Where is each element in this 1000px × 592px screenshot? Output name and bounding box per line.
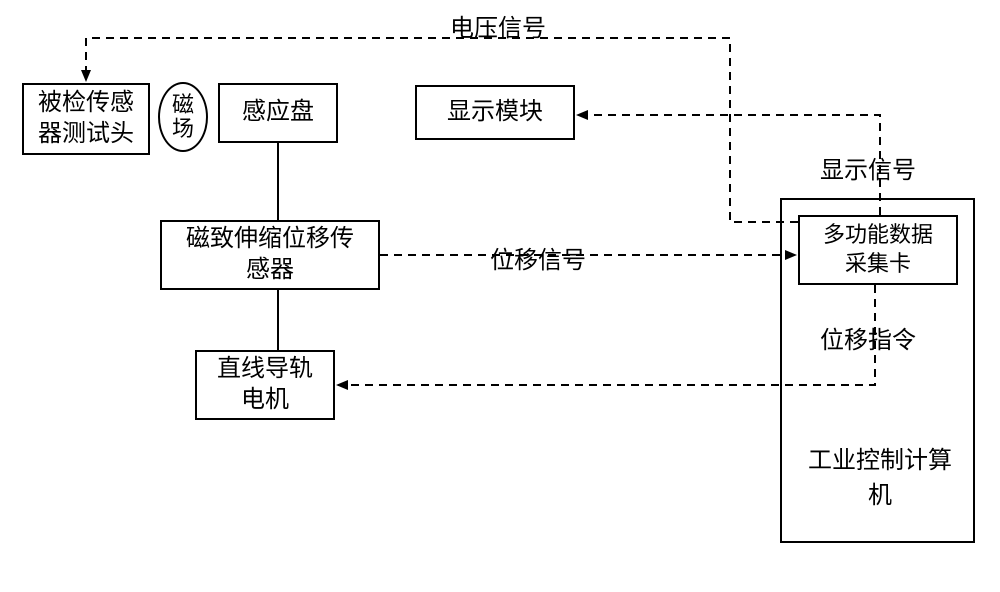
display-module-box: 显示模块 bbox=[415, 85, 575, 140]
sensor-head-text: 被检传感 器测试头 bbox=[38, 88, 134, 150]
ipc-text: 工业控制计算 机 bbox=[800, 440, 960, 510]
voltage-signal-label: 电压信号 bbox=[450, 8, 546, 43]
display-signal-label: 显示信号 bbox=[820, 150, 916, 185]
disp-command-label: 位移指令 bbox=[820, 320, 916, 355]
mag-field-text: 磁 场 bbox=[172, 93, 194, 141]
linear-motor-box: 直线导轨 电机 bbox=[195, 350, 335, 420]
induction-disc-box: 感应盘 bbox=[218, 83, 338, 143]
ipc-label: 工业控制计算 机 bbox=[800, 440, 960, 510]
disp-signal-label: 位移信号 bbox=[490, 240, 586, 275]
mag-field-oval: 磁 场 bbox=[158, 82, 208, 152]
linear-motor-text: 直线导轨 电机 bbox=[217, 354, 313, 416]
magneto-sensor-text: 磁致伸缩位移传 感器 bbox=[186, 224, 354, 286]
sensor-head-box: 被检传感 器测试头 bbox=[22, 83, 150, 155]
induction-disc-text: 感应盘 bbox=[242, 97, 314, 128]
display-module-text: 显示模块 bbox=[447, 97, 543, 128]
daq-card-box: 多功能数据 采集卡 bbox=[798, 215, 958, 285]
magneto-sensor-box: 磁致伸缩位移传 感器 bbox=[160, 220, 380, 290]
daq-card-text: 多功能数据 采集卡 bbox=[823, 221, 933, 278]
